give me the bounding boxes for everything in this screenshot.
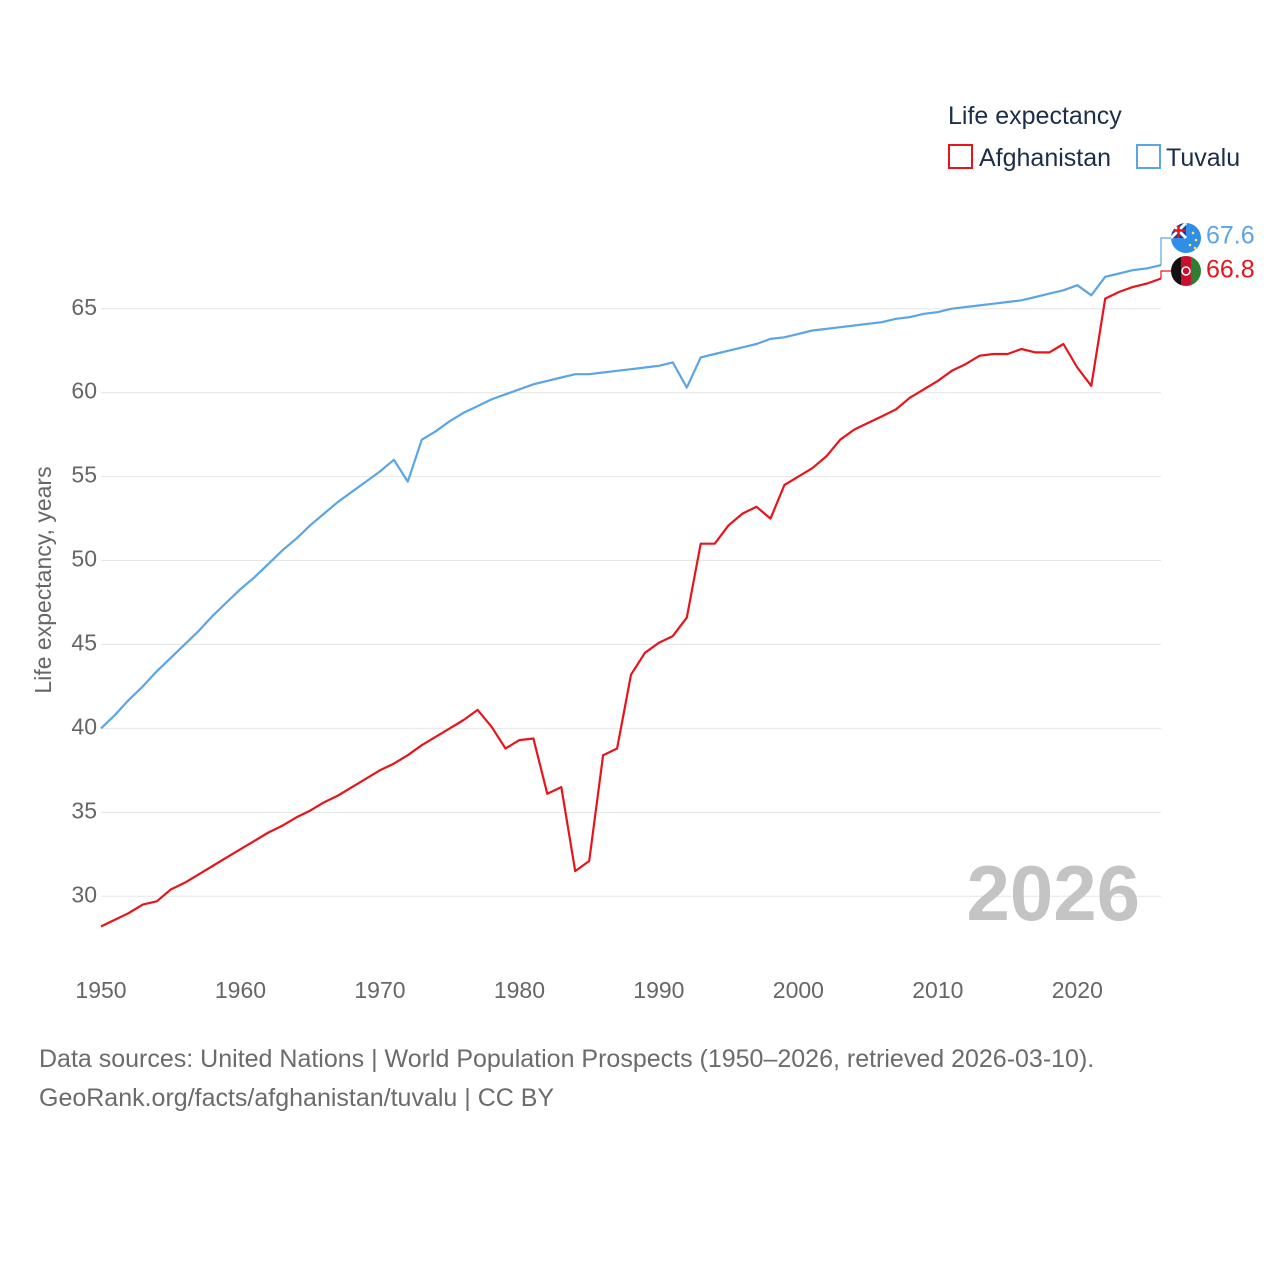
y-axis-ticks: 30 35 40 45 50 55 60 65 bbox=[71, 294, 97, 908]
y-tick-label: 55 bbox=[71, 462, 97, 488]
gridlines bbox=[101, 308, 1161, 897]
y-axis-label: Life expectancy, years bbox=[30, 466, 56, 693]
y-tick-label: 45 bbox=[71, 630, 97, 656]
series-lines bbox=[100, 237, 1171, 928]
y-tick-label: 65 bbox=[71, 294, 97, 320]
x-tick-label: 1990 bbox=[633, 977, 684, 1003]
end-connector-tuvalu bbox=[1160, 237, 1171, 266]
attribution-link[interactable]: GeoRank.org/facts/afghanistan/tuvalu | C… bbox=[39, 1084, 555, 1112]
x-tick-label: 2000 bbox=[773, 977, 824, 1003]
x-tick-label: 1980 bbox=[494, 977, 545, 1003]
afghanistan-flag-icon bbox=[1171, 256, 1201, 286]
x-tick-label: 2010 bbox=[912, 977, 963, 1003]
y-tick-label: 30 bbox=[71, 881, 97, 907]
legend-label-tuvalu: Tuvalu bbox=[1166, 144, 1240, 172]
x-tick-label: 1950 bbox=[75, 977, 126, 1003]
data-sources-note: Data sources: United Nations | World Pop… bbox=[39, 1045, 1095, 1073]
legend-item-afghanistan[interactable]: Afghanistan bbox=[948, 144, 1111, 172]
year-watermark: 2026 bbox=[966, 849, 1140, 937]
legend-title: Life expectancy bbox=[948, 102, 1122, 130]
legend-label-afghanistan: Afghanistan bbox=[979, 144, 1111, 172]
y-tick-label: 50 bbox=[71, 546, 97, 572]
afghanistan-end-value: 66.8 bbox=[1206, 256, 1255, 284]
legend-swatch-afghanistan bbox=[948, 144, 973, 169]
x-tick-label: 1970 bbox=[354, 977, 405, 1003]
legend-item-tuvalu[interactable]: Tuvalu bbox=[1136, 144, 1240, 172]
y-tick-label: 40 bbox=[71, 713, 97, 739]
x-tick-label: 1960 bbox=[215, 977, 266, 1003]
x-tick-label: 2020 bbox=[1052, 977, 1103, 1003]
y-tick-label: 35 bbox=[71, 797, 97, 823]
tuvalu-flag-icon bbox=[1171, 223, 1201, 253]
series-line-afghanistan bbox=[100, 277, 1162, 928]
tuvalu-end-value: 67.6 bbox=[1206, 222, 1255, 250]
y-tick-label: 60 bbox=[71, 378, 97, 404]
x-axis-ticks: 1950 1960 1970 1980 1990 2000 2010 2020 bbox=[75, 977, 1102, 1003]
end-connector-afghanistan bbox=[1160, 270, 1171, 279]
legend-swatch-tuvalu bbox=[1136, 144, 1161, 169]
series-line-tuvalu bbox=[100, 264, 1162, 730]
